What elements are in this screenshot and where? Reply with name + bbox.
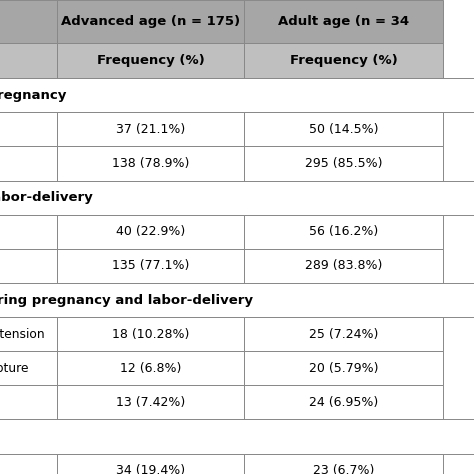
Text: 40 (22.9%): 40 (22.9%) [116,225,185,238]
Bar [244,454,443,474]
Bar [244,43,443,78]
Text: 25 (7.24%): 25 (7.24%) [309,328,378,341]
Bar [0,385,57,419]
Bar [0,78,474,112]
Bar [57,215,244,249]
Bar [0,215,57,249]
Text: n during pregnancy and labor-delivery: n during pregnancy and labor-delivery [0,293,254,307]
Bar [244,249,443,283]
Text: 18 (10.28%): 18 (10.28%) [112,328,189,341]
Text: Advanced age (n = 175): Advanced age (n = 175) [61,15,240,28]
Bar [0,43,57,78]
Bar [0,249,57,283]
Bar [57,317,244,351]
Text: 138 (78.9%): 138 (78.9%) [112,157,189,170]
Bar [244,0,443,43]
Bar [0,351,57,385]
Text: 295 (85.5%): 295 (85.5%) [305,157,383,170]
Text: hypertension: hypertension [0,328,45,341]
Text: 24 (6.95%): 24 (6.95%) [309,396,378,409]
Bar [0,181,474,215]
Bar [244,317,443,351]
Bar [0,146,57,181]
Text: ne rapture: ne rapture [0,362,29,375]
Bar [57,146,244,181]
Text: 34 (19.4%): 34 (19.4%) [116,464,185,474]
Text: 135 (77.1%): 135 (77.1%) [112,259,189,273]
Bar [57,112,244,146]
Bar [244,215,443,249]
Bar [0,0,57,43]
Bar [244,351,443,385]
Text: 13 (7.42%): 13 (7.42%) [116,396,185,409]
Bar [57,385,244,419]
Bar [0,317,57,351]
Text: ng pregnancy: ng pregnancy [0,89,67,102]
Bar [0,112,57,146]
Text: Frequency (%): Frequency (%) [97,54,204,67]
Text: 20 (5.79%): 20 (5.79%) [309,362,378,375]
Bar [57,351,244,385]
Text: 289 (83.8%): 289 (83.8%) [305,259,383,273]
Bar [244,112,443,146]
Bar [0,454,57,474]
Bar [244,146,443,181]
Text: 56 (16.2%): 56 (16.2%) [309,225,378,238]
Text: 50 (14.5%): 50 (14.5%) [309,123,378,136]
Bar [57,43,244,78]
Bar [57,249,244,283]
Bar [57,454,244,474]
Bar [0,283,474,317]
Text: 12 (6.8%): 12 (6.8%) [120,362,181,375]
Text: 37 (21.1%): 37 (21.1%) [116,123,185,136]
Bar [0,419,474,454]
Bar [57,0,244,43]
Text: Frequency (%): Frequency (%) [290,54,398,67]
Bar [244,385,443,419]
Text: ng labor-delivery: ng labor-delivery [0,191,93,204]
Text: 23 (6.7%): 23 (6.7%) [313,464,374,474]
Text: Adult age (n = 34: Adult age (n = 34 [278,15,409,28]
